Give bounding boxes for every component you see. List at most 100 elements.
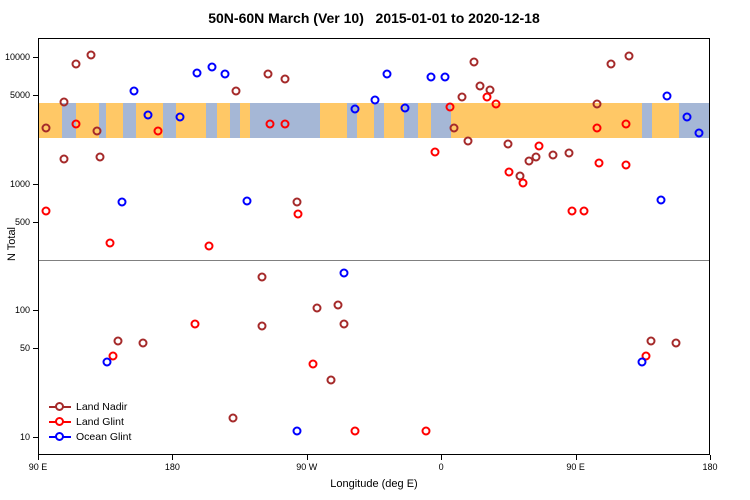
- data-point: [71, 59, 81, 69]
- data-point: [204, 241, 214, 251]
- data-point: [280, 74, 290, 84]
- data-point: [59, 154, 69, 164]
- data-point: [265, 119, 275, 129]
- data-point: [105, 238, 115, 248]
- data-point: [592, 99, 602, 109]
- data-point: [457, 92, 467, 102]
- data-point: [326, 375, 336, 385]
- data-point: [445, 102, 455, 112]
- data-point: [491, 99, 501, 109]
- data-point: [350, 104, 360, 114]
- data-point: [592, 123, 602, 132]
- map-land-segment: [357, 102, 374, 139]
- x-axis-label: Longitude (deg E): [330, 478, 418, 490]
- data-point: [263, 69, 273, 79]
- data-point: [482, 92, 492, 102]
- data-point: [192, 68, 202, 78]
- data-point: [463, 136, 473, 146]
- x-tick-label: 180: [164, 462, 180, 472]
- y-tick-mark: [33, 436, 38, 438]
- data-point: [95, 152, 105, 162]
- legend-swatch-land-glint: [55, 417, 64, 426]
- data-point: [333, 300, 343, 310]
- data-point: [231, 86, 241, 96]
- x-tick-mark: [441, 455, 443, 460]
- map-land-segment: [652, 102, 679, 139]
- data-point: [108, 351, 118, 361]
- data-point: [524, 156, 534, 166]
- data-point: [308, 359, 318, 369]
- data-point: [312, 303, 322, 313]
- legend-entry: Ocean Glint: [49, 429, 131, 444]
- data-point: [682, 112, 692, 122]
- data-point: [606, 59, 616, 69]
- data-point: [242, 196, 252, 206]
- legend-key: [49, 416, 71, 427]
- y-tick-mark: [33, 348, 38, 350]
- data-point: [153, 126, 163, 136]
- data-point: [671, 338, 681, 348]
- y-tick-label: 10: [19, 431, 30, 442]
- map-land-segment: [216, 102, 230, 139]
- y-tick-mark: [33, 56, 38, 58]
- legend: Land Nadir Land Glint Ocean Glint: [49, 399, 131, 444]
- reference-line: [39, 259, 709, 262]
- data-point: [207, 62, 217, 72]
- data-point: [426, 72, 436, 82]
- y-tick-mark: [33, 95, 38, 97]
- data-point: [594, 158, 604, 168]
- chart-title: 50N-60N March (Ver 10) 2015-01-01 to 202…: [208, 10, 540, 26]
- data-point: [637, 357, 647, 366]
- legend-key: [49, 401, 71, 412]
- data-point: [430, 147, 440, 157]
- data-point: [92, 126, 102, 136]
- legend-swatch-land-nadir: [55, 402, 64, 411]
- data-point: [257, 321, 267, 331]
- map-land-segment: [320, 102, 348, 139]
- data-point: [292, 197, 302, 207]
- data-point: [567, 206, 577, 216]
- data-point: [129, 86, 139, 96]
- map-band: [39, 102, 709, 139]
- data-point: [370, 95, 380, 105]
- map-land-segment: [39, 102, 63, 139]
- legend-entry: Land Glint: [49, 414, 131, 429]
- y-axis-ticks: 10 50 100 500 1000 5000 10000: [0, 38, 38, 455]
- legend-label: Ocean Glint: [76, 430, 132, 443]
- data-point: [350, 426, 360, 436]
- legend-entry: Land Nadir: [49, 399, 131, 414]
- x-tick-mark: [172, 455, 174, 460]
- data-point: [117, 197, 127, 207]
- y-tick-label: 500: [14, 216, 30, 227]
- data-point: [624, 51, 634, 61]
- data-point: [71, 119, 81, 129]
- plot-area: Land Nadir Land Glint Ocean Glint: [38, 38, 710, 455]
- data-point: [534, 141, 544, 151]
- x-tick-mark: [575, 455, 577, 460]
- data-point: [469, 57, 479, 67]
- data-point: [280, 119, 290, 129]
- data-point: [138, 338, 148, 348]
- data-point: [656, 195, 666, 205]
- data-point: [503, 139, 513, 149]
- data-point: [531, 152, 541, 162]
- map-land-segment: [106, 102, 123, 139]
- data-point: [41, 123, 51, 132]
- data-point: [548, 150, 558, 160]
- y-tick-label: 5000: [9, 90, 30, 101]
- data-point: [382, 69, 392, 79]
- data-point: [662, 91, 672, 101]
- data-point: [59, 97, 69, 107]
- data-point: [220, 69, 230, 79]
- y-tick-mark: [33, 183, 38, 185]
- y-tick-label: 50: [19, 343, 30, 354]
- legend-label: Land Nadir: [76, 400, 128, 413]
- y-tick-mark: [33, 221, 38, 223]
- x-tick-label: 180: [702, 462, 718, 472]
- x-tick-label: 90 E: [28, 462, 48, 472]
- data-point: [518, 178, 528, 188]
- data-point: [293, 209, 303, 219]
- x-tick-label: 90 W: [296, 462, 318, 472]
- data-point: [621, 160, 631, 170]
- data-point: [257, 272, 267, 282]
